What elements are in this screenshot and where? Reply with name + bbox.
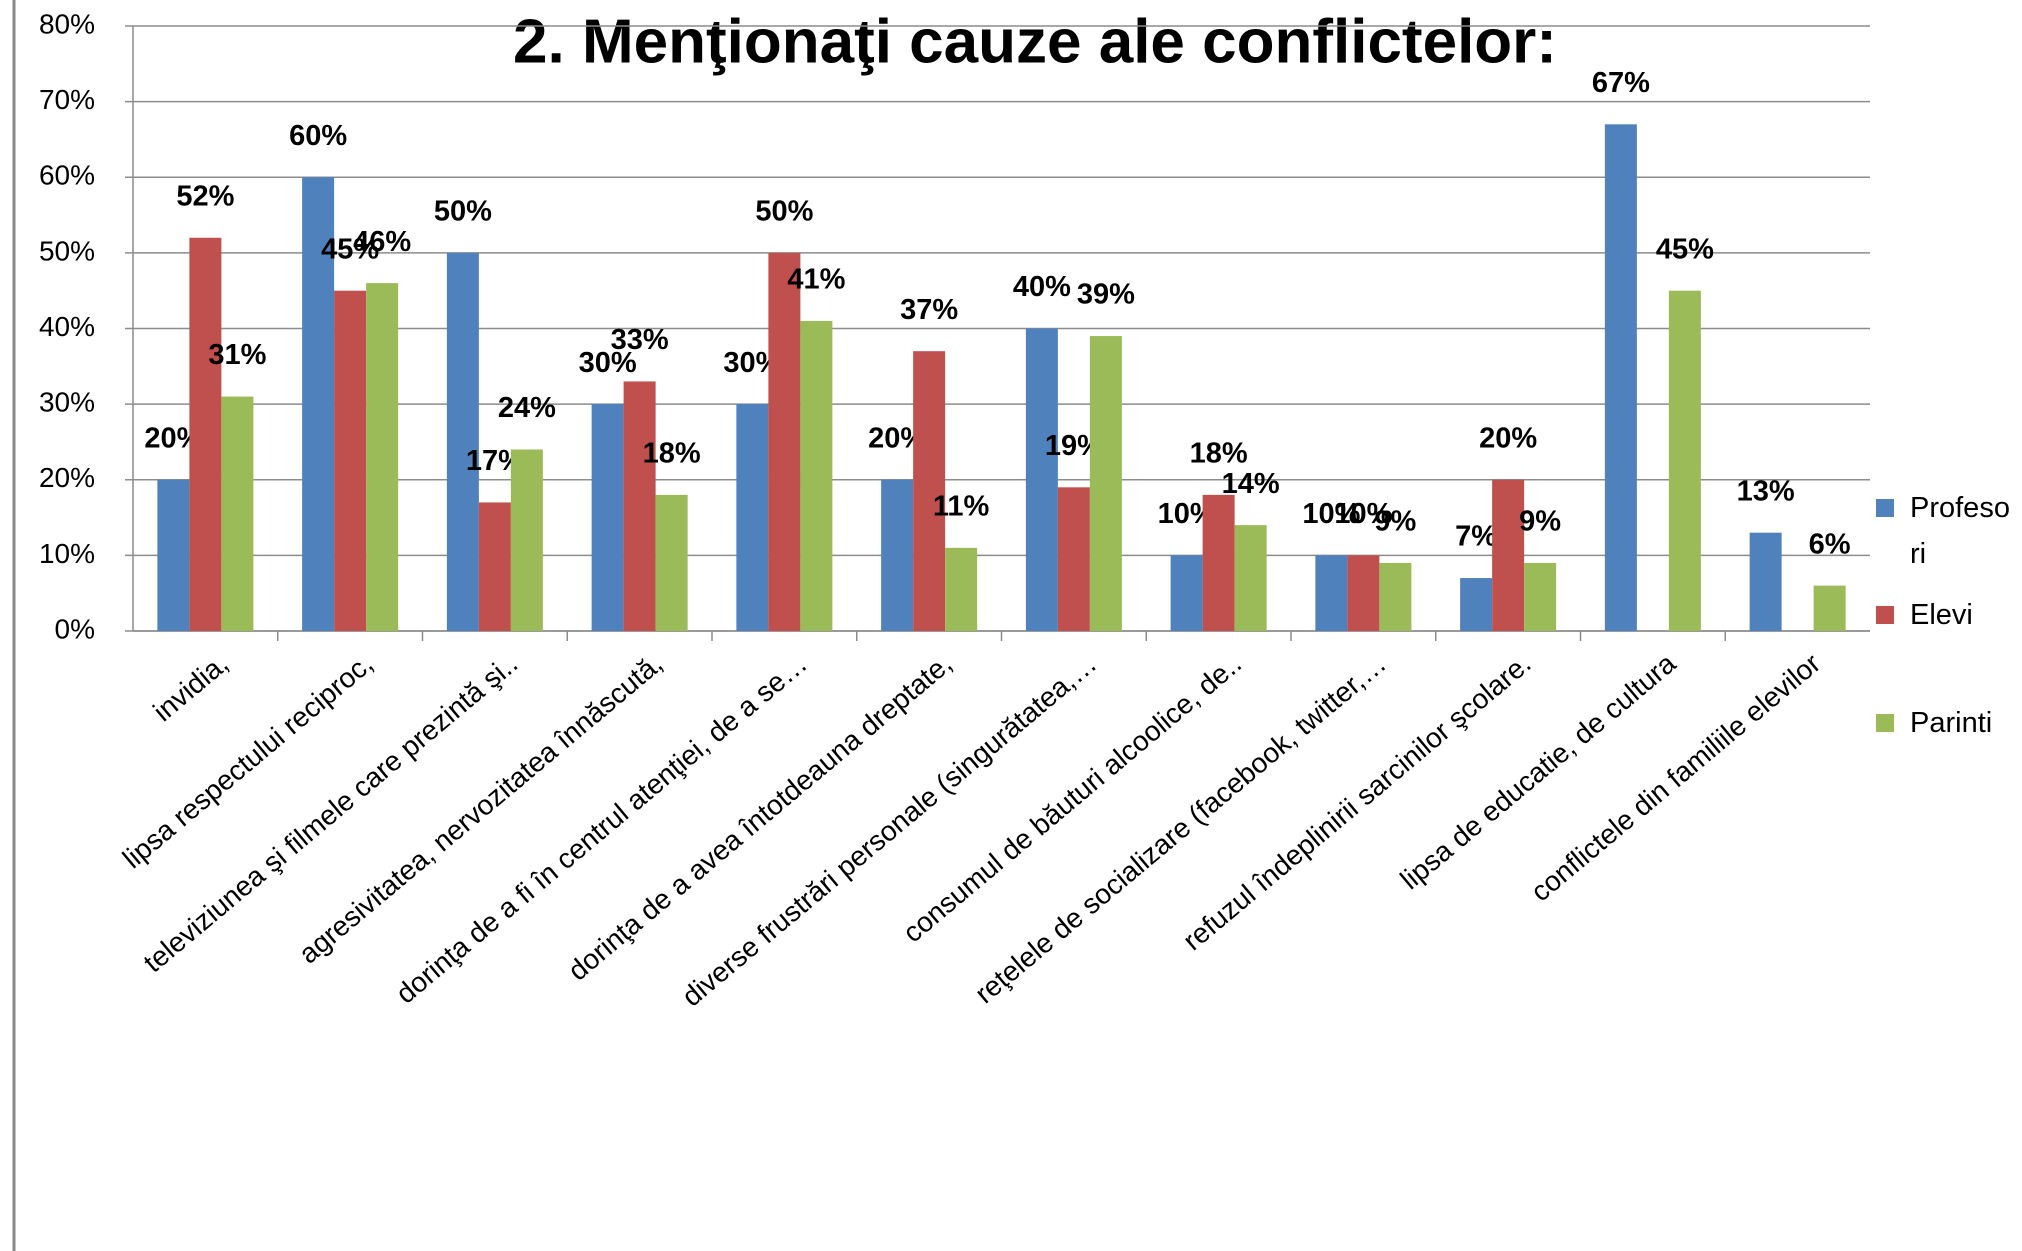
data-label: 40% [1013,271,1071,303]
bar [1492,479,1525,631]
bar [623,381,656,631]
data-label: 18% [643,438,701,470]
bar [945,547,978,631]
x-tick-label: invidia, [147,648,234,728]
y-tick-label: 20% [39,462,95,493]
bar [1749,532,1782,631]
data-label: 50% [755,196,813,228]
data-label: 18% [1190,438,1248,470]
bar [1315,555,1348,631]
bar [189,237,222,631]
bar [1813,585,1846,631]
bar [302,177,335,631]
frame [12,0,16,1251]
bar [478,502,511,631]
data-label: 6% [1809,528,1851,560]
data-label: 30% [579,347,637,379]
data-label: 13% [1737,475,1795,507]
data-label: 24% [498,392,556,424]
data-label: 41% [787,264,845,296]
bar [334,290,367,631]
bar [221,396,254,631]
bar [1668,290,1701,631]
bar [510,449,543,631]
x-tick-label: lipsa de educatie, de cultura [1394,647,1681,895]
legend-swatch [1876,714,1894,732]
data-label: 11% [933,490,990,522]
data-label: 45% [321,233,379,265]
data-label: 39% [1077,279,1135,311]
data-label: 33% [611,324,669,356]
bar [913,351,946,631]
y-tick-label: 50% [39,235,95,266]
bar [1379,562,1412,631]
bar [1025,328,1058,631]
bar [1604,124,1637,631]
data-label: 9% [1519,506,1561,538]
data-label: 67% [1592,67,1650,99]
x-tick-label: lipsa respectului reciproc, [117,648,379,875]
legend-label: Elevi [1910,599,1973,631]
legend-label: Parinti [1910,707,1993,739]
bar [800,320,833,631]
bar [736,404,769,631]
bar [881,479,914,631]
bar [446,252,479,631]
data-label: 45% [1656,233,1714,265]
data-label: 10% [1302,498,1360,530]
data-label: 37% [900,294,958,326]
y-tick-label: 10% [39,538,95,569]
bar [655,494,688,631]
data-label: 7% [1455,521,1497,553]
y-tick-label: 40% [39,311,95,342]
y-tick-label: 30% [39,387,95,418]
data-label: 10% [1334,498,1392,530]
bar [157,479,190,631]
bar [1347,555,1380,631]
data-label: 52% [176,180,234,212]
data-label: 60% [289,120,347,152]
legend-label: Profesori [1910,492,2010,570]
data-label: 20% [1479,422,1537,454]
y-tick-label: 80% [39,8,95,39]
bar [1524,562,1557,631]
bar [1234,525,1267,631]
y-tick-label: 60% [39,160,95,191]
data-label: 9% [1374,506,1416,538]
bar [1460,578,1493,631]
data-label: 31% [208,339,266,371]
legend-swatch [1876,499,1894,517]
x-tick-label: conflictele din familiile elevilor [1525,648,1826,908]
bar [366,283,399,631]
chart-title: 2. Menţionaţi cauze ale conflictelor: [513,7,1557,76]
legend-swatch [1876,606,1894,624]
data-label: 46% [353,226,411,258]
y-tick-label: 0% [55,613,95,644]
bar [768,252,801,631]
bar [1057,487,1090,631]
data-label: 14% [1222,468,1280,500]
bar [1202,494,1235,631]
bar [1089,336,1122,631]
bar [591,404,624,631]
data-label: 50% [434,196,492,228]
bar [1170,555,1203,631]
y-tick-label: 70% [39,84,95,115]
